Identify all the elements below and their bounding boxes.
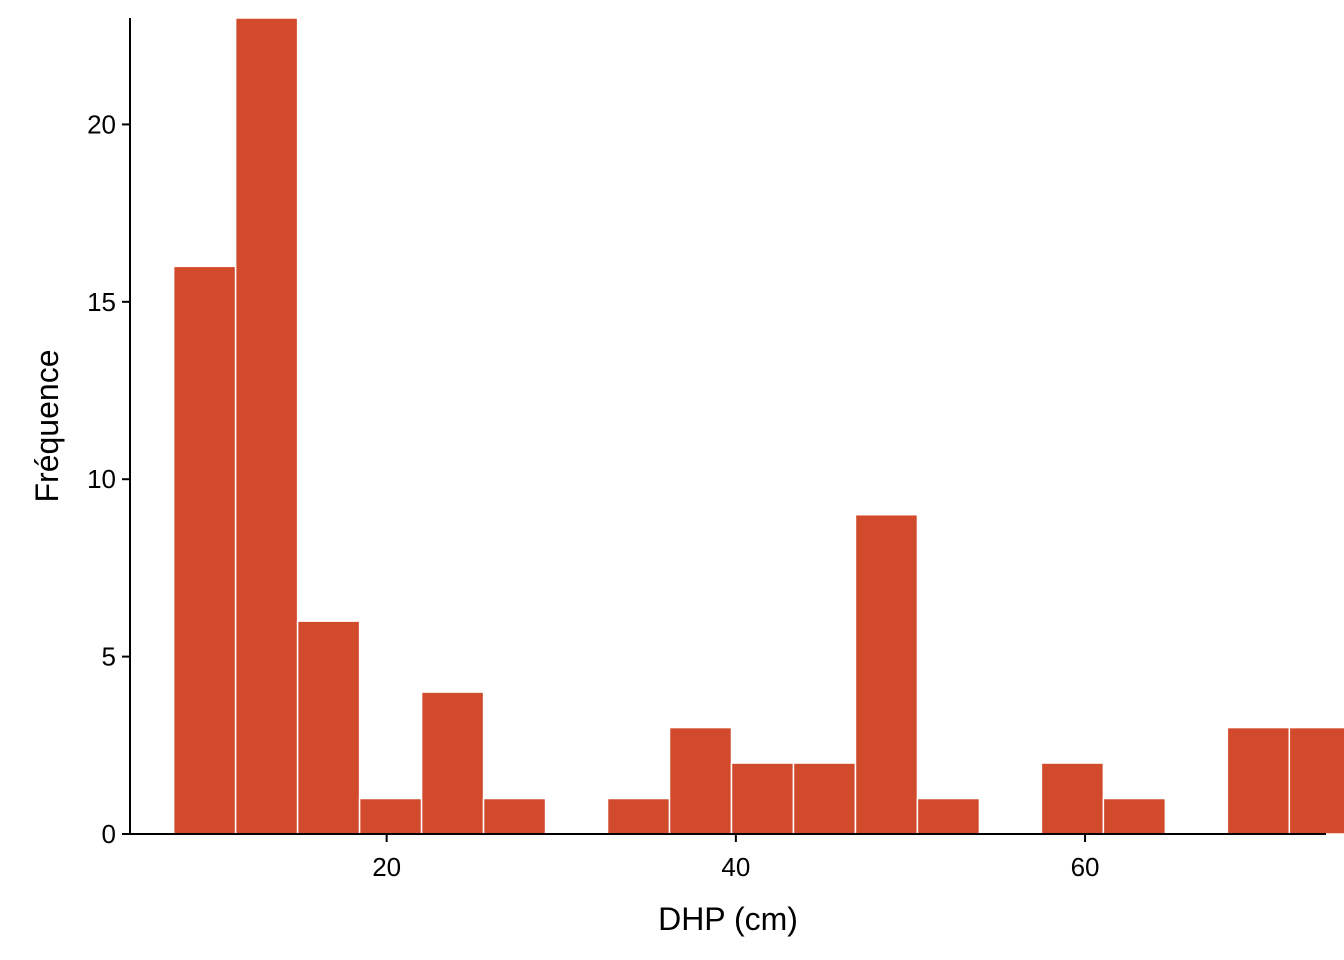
bars-group [172, 17, 1344, 835]
y-tick-label: 0 [102, 819, 116, 849]
x-tick-label: 60 [1071, 852, 1100, 882]
histogram-bar [606, 797, 671, 835]
x-tick-label: 20 [372, 852, 401, 882]
y-axis-ticks: 0 5 10 15 20 [87, 109, 130, 849]
x-axis-ticks: 20 40 60 [372, 834, 1100, 882]
histogram-bar [792, 762, 857, 835]
histogram-bar [1040, 762, 1105, 835]
histogram-bar [730, 762, 795, 835]
histogram-bar [296, 620, 361, 835]
histogram-bar [854, 513, 919, 835]
y-axis-title: Fréquence [29, 350, 65, 503]
histogram-bar [1226, 726, 1291, 835]
y-tick-label: 5 [102, 642, 116, 672]
histogram-bar [668, 726, 733, 835]
histogram-bar [916, 797, 981, 835]
histogram-bar [420, 691, 485, 835]
histogram-bar [172, 265, 237, 835]
y-tick-label: 20 [87, 109, 116, 139]
y-tick-label: 15 [87, 287, 116, 317]
y-tick-label: 10 [87, 464, 116, 494]
x-axis-title: DHP (cm) [658, 901, 798, 937]
histogram-bar [1102, 797, 1167, 835]
histogram-bar [358, 797, 423, 835]
histogram-bar [1288, 726, 1344, 835]
x-tick-label: 40 [721, 852, 750, 882]
histogram-bar [234, 17, 299, 835]
histogram-bar [482, 797, 547, 835]
